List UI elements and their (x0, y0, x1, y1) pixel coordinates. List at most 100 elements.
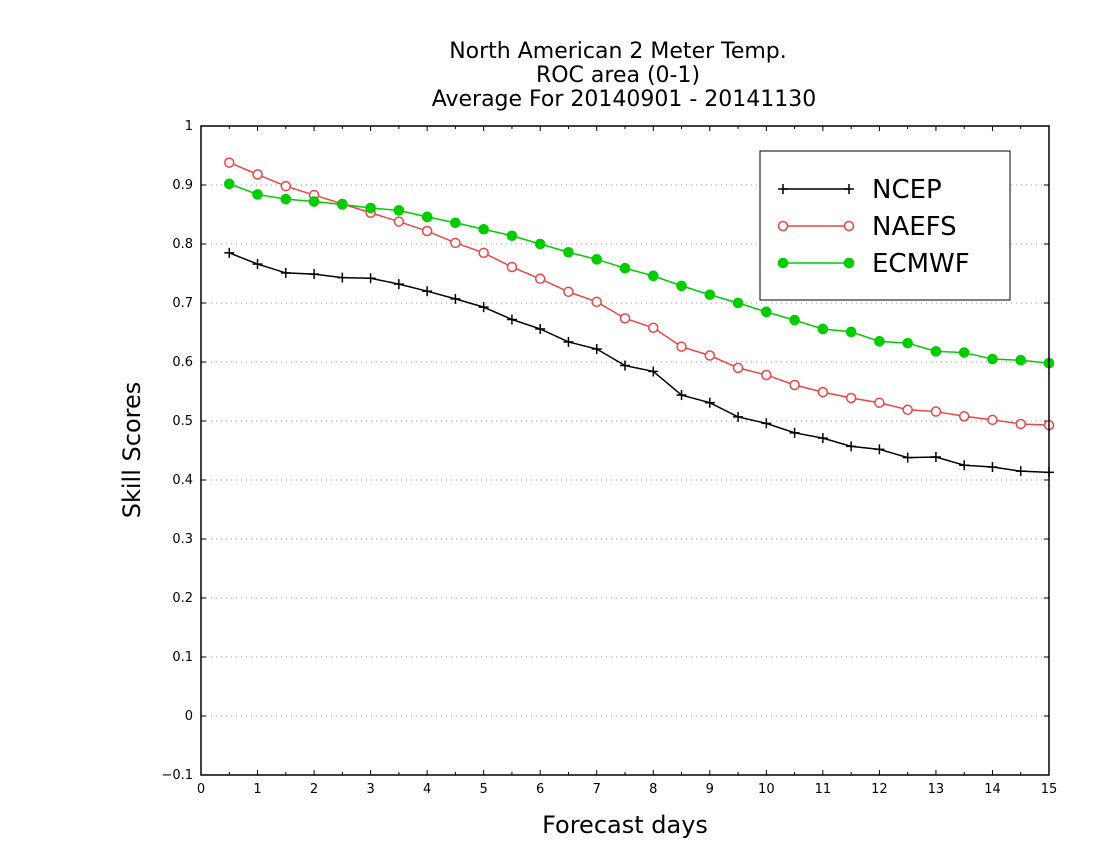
data-point-ecmwf (393, 205, 405, 216)
x-tick-label: 1 (253, 782, 261, 797)
data-point-ecmwf (534, 238, 546, 250)
data-point-ecmwf (845, 326, 857, 338)
data-point-ecmwf (450, 217, 461, 229)
data-point-ecmwf (732, 297, 744, 309)
data-point-ncep (393, 279, 404, 290)
data-point-ecmwf (421, 211, 433, 223)
data-point-ecmwf (478, 223, 489, 235)
data-point-ncep (252, 259, 263, 270)
data-point-ncep (902, 452, 913, 463)
data-point-naefs (930, 406, 942, 417)
legend-marker-naefs (777, 220, 789, 232)
data-point-ncep (648, 366, 659, 377)
data-point-naefs (676, 341, 687, 352)
data-point-ncep (422, 286, 433, 297)
chart-title-line-1: North American 2 Meter Temp. (449, 39, 787, 64)
data-point-naefs (845, 392, 857, 404)
data-point-naefs (478, 247, 489, 259)
data-point-ncep (704, 397, 715, 408)
data-point-ncep (789, 427, 800, 438)
x-tick-label: 5 (480, 782, 488, 797)
data-point-ecmwf (676, 280, 687, 292)
series-naefs (224, 157, 1055, 431)
data-point-ecmwf (591, 254, 603, 265)
data-point-ncep (620, 360, 630, 371)
x-tick-label: 8 (649, 782, 657, 797)
data-point-naefs (252, 169, 263, 180)
data-point-ncep (930, 451, 941, 462)
legend: NCEP NAEFS ECMWF (759, 150, 1011, 301)
legend-marker-ncep (778, 184, 788, 194)
x-tick-label: 0 (197, 782, 205, 797)
data-point-ncep (563, 336, 574, 347)
data-point-ecmwf (817, 323, 829, 335)
data-point-naefs (987, 414, 998, 426)
data-point-ncep (450, 293, 461, 304)
data-point-naefs (1015, 418, 1026, 430)
data-point-ecmwf (958, 347, 970, 358)
data-point-ncep (959, 460, 970, 471)
data-point-ncep (535, 323, 546, 334)
data-point-ecmwf (280, 193, 292, 205)
data-point-naefs (958, 411, 970, 422)
y-tick-label: 0.6 (172, 355, 193, 370)
y-tick-label: 0.5 (172, 414, 193, 429)
chart-title-line-3: Average For 20140901 - 20141130 (432, 87, 817, 112)
legend-label-ncep: NCEP (872, 175, 942, 205)
x-tick-label: 4 (423, 782, 431, 797)
data-point-ncep (478, 302, 489, 313)
data-point-naefs (506, 261, 518, 273)
y-tick-label: −0.1 (161, 768, 193, 783)
x-tick-label: 13 (928, 782, 945, 797)
legend-label-ecmwf: ECMWF (872, 249, 970, 279)
data-point-ecmwf (704, 289, 716, 301)
data-point-naefs (421, 225, 433, 237)
y-tick-label: 0.9 (172, 178, 193, 193)
data-point-ncep (846, 441, 857, 452)
chart-title: North American 2 Meter Temp. ROC area (0… (432, 39, 817, 112)
data-point-naefs (619, 313, 631, 324)
data-point-ecmwf (337, 199, 348, 210)
data-point-ncep (874, 444, 885, 455)
data-point-naefs (761, 369, 772, 381)
data-point-ncep (1015, 466, 1026, 477)
x-tick-label: 10 (758, 782, 775, 797)
data-point-ecmwf (308, 196, 320, 207)
legend-item-ecmwf: ECMWF (777, 249, 970, 279)
data-point-ecmwf (789, 314, 800, 326)
data-point-ncep (224, 247, 235, 258)
data-point-naefs (591, 296, 602, 308)
legend-marker-ecmwf (843, 257, 855, 269)
data-point-ecmwf (1015, 354, 1027, 366)
y-tick-label: 0 (185, 709, 193, 724)
legend-marker-ecmwf (777, 257, 789, 269)
data-point-ncep (365, 273, 376, 284)
y-tick-label: 0.8 (172, 237, 193, 252)
x-tick-label: 9 (706, 782, 714, 797)
data-point-naefs (874, 397, 885, 408)
data-point-naefs (789, 379, 800, 391)
data-point-ncep (280, 267, 291, 278)
data-point-ecmwf (252, 189, 263, 200)
data-point-ncep (309, 269, 320, 280)
legend-item-naefs: NAEFS (777, 212, 957, 242)
x-tick-label: 12 (871, 782, 888, 797)
data-point-ecmwf (930, 346, 942, 357)
data-point-ecmwf (619, 262, 631, 274)
data-point-ecmwf (647, 270, 659, 282)
data-point-naefs (280, 180, 292, 192)
data-point-naefs (817, 386, 829, 398)
data-point-naefs (902, 404, 913, 416)
data-point-ncep (761, 418, 772, 429)
x-tick-label: 2 (310, 782, 318, 797)
data-point-ecmwf (987, 353, 998, 365)
data-point-naefs (450, 237, 461, 249)
data-point-ncep (506, 314, 517, 325)
x-axis-label: Forecast days (542, 811, 708, 839)
data-point-ncep (337, 272, 348, 283)
series-ecmwf (223, 178, 1055, 369)
legend-marker-ncep (844, 184, 854, 194)
x-tick-label: 11 (815, 782, 832, 797)
data-point-ecmwf (563, 246, 574, 258)
